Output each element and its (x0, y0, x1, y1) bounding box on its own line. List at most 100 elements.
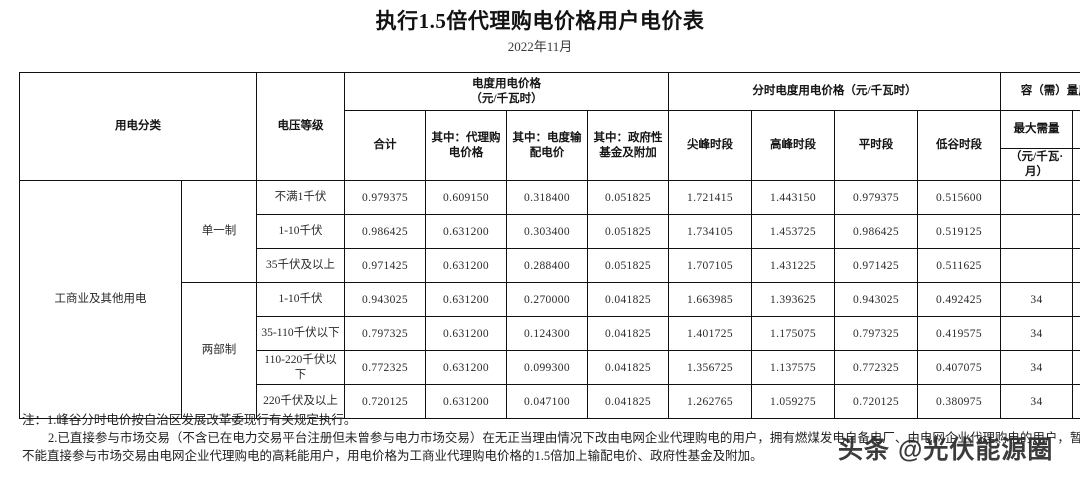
page-subtitle: 2022年11月 (507, 39, 573, 55)
header-sub-agent-purchase: 其中：代理购电价格 (425, 110, 507, 181)
table-row: 35-110千伏以下 0.797325 0.631200 0.124300 0.0418… (20, 316, 1080, 351)
cell-transformer (1072, 248, 1080, 283)
header-sub-transmission: 其中：电度输配电价 (506, 110, 588, 181)
cell-agent: 0.631200 (425, 214, 507, 249)
title-block: 执行1.5倍代理购电价格用户电价表 2022年11月 (0, 0, 1080, 55)
cell-gov-fund: 0.041825 (586, 350, 670, 385)
table-row: 220千伏及以上 0.720125 0.631200 0.047100 0.041825… (20, 384, 1080, 419)
cell-transformer (1072, 180, 1080, 215)
cell-total: 0.986425 (344, 214, 426, 249)
cell-max-demand (1000, 180, 1074, 215)
header-group-capacity-price: 容（需）量用电价格 (1000, 72, 1080, 111)
cell-tou-valley: 0.511625 (917, 248, 1002, 283)
header-cap-transformer-unit: （元/千伏安·月） (1072, 148, 1080, 181)
header-group-tou-price: 分时电度用电价格（元/千瓦时） (668, 72, 1002, 111)
cell-transmission: 0.318400 (506, 180, 588, 215)
header-cap-max-demand-unit: （元/千瓦·月） (1000, 148, 1074, 181)
cell-agent: 0.631200 (425, 350, 507, 385)
cell-tou-sharp: 1.401725 (668, 316, 753, 351)
header-tou-peak: 高峰时段 (751, 110, 836, 181)
header-group-energy-price-line1: 电度用电价格 (472, 78, 541, 91)
cell-tou-flat: 0.797325 (834, 316, 919, 351)
cell-transmission: 0.047100 (506, 384, 588, 419)
cell-tou-valley: 0.515600 (917, 180, 1002, 215)
cell-tou-peak: 1.443150 (751, 180, 836, 215)
note-line-1: 注：1.峰谷分时电价按自治区发展改革委现行有关规定执行。 (22, 413, 357, 427)
cell-tou-peak: 1.175075 (751, 316, 836, 351)
cell-tou-peak: 1.431225 (751, 248, 836, 283)
cell-tou-sharp: 1.707105 (668, 248, 753, 283)
cell-transmission: 0.270000 (506, 282, 588, 317)
cell-voltage-level: 1-10千伏 (256, 214, 345, 249)
cell-gov-fund: 0.041825 (586, 282, 670, 317)
cell-tou-peak: 1.453725 (751, 214, 836, 249)
cell-transmission: 0.288400 (506, 248, 588, 283)
cell-tou-valley: 0.519125 (917, 214, 1002, 249)
cell-transmission: 0.124300 (506, 316, 588, 351)
watermark: 头条 @光伏能源圈 (838, 436, 1054, 464)
cell-transmission: 0.303400 (506, 214, 588, 249)
cell-voltage-level: 220千伏及以上 (256, 384, 345, 419)
note-line-2: 2.已直接参与市场交易（不含已在电力交易平台注册但未曾参与电力市场交易）在无正当… (48, 430, 1080, 445)
cell-tou-valley: 0.407075 (917, 350, 1002, 385)
cell-transformer: 27.5 (1072, 316, 1080, 351)
cell-agent: 0.631200 (425, 316, 507, 351)
cell-max-demand: 34 (1000, 350, 1074, 385)
cell-tou-sharp: 1.721415 (668, 180, 753, 215)
cell-tou-sharp: 1.663985 (668, 282, 753, 317)
cell-total: 0.797325 (344, 316, 426, 351)
header-sub-total: 合计 (344, 110, 426, 181)
cell-total: 0.971425 (344, 248, 426, 283)
cell-voltage-level: 35-110千伏以下 (256, 316, 345, 351)
cell-voltage-level: 不满1千伏 (256, 180, 345, 215)
cell-gov-fund: 0.041825 (586, 384, 670, 419)
cell-transformer: 27.5 (1072, 350, 1080, 385)
price-table: 用电分类 电压等级 电度用电价格 （元/千瓦时） 分时电度用电价格（元/千瓦时）… (19, 72, 1080, 419)
cell-total: 0.772325 (344, 350, 426, 385)
header-tou-sharp: 尖峰时段 (668, 110, 753, 181)
header-tou-flat: 平时段 (834, 110, 919, 181)
cell-voltage-level: 1-10千伏 (256, 282, 345, 317)
cell-tou-flat: 0.772325 (834, 350, 919, 385)
cell-tou-flat: 0.943025 (834, 282, 919, 317)
header-cap-transformer: 变压器容量 (1072, 110, 1080, 149)
cell-gov-fund: 0.041825 (586, 316, 670, 351)
header-sub-gov-fund: 其中：政府性基金及附加 (586, 110, 670, 181)
cell-gov-fund: 0.051825 (586, 180, 670, 215)
header-cap-max-demand: 最大需量 (1000, 110, 1074, 149)
cell-tou-flat: 0.720125 (834, 384, 919, 419)
header-voltage-level: 电压等级 (256, 72, 345, 181)
cell-tou-valley: 0.419575 (917, 316, 1002, 351)
header-row-group: 用电分类 电压等级 电度用电价格 （元/千瓦时） 分时电度用电价格（元/千瓦时）… (19, 72, 1080, 181)
cell-category: 工商业及其他用电 (19, 180, 182, 419)
cell-tou-flat: 0.979375 (834, 180, 919, 215)
cell-max-demand: 34 (1000, 282, 1074, 317)
cell-agent: 0.631200 (425, 384, 507, 419)
price-table-container: 用电分类 电压等级 电度用电价格 （元/千瓦时） 分时电度用电价格（元/千瓦时）… (19, 72, 1080, 419)
table-row: 两部制 1-10千伏 0.943025 0.631200 0.270000 0.04182… (20, 282, 1080, 419)
header-group-energy-price: 电度用电价格 （元/千瓦时） (343, 72, 670, 111)
cell-gov-fund: 0.051825 (586, 248, 670, 283)
cell-tou-flat: 0.971425 (834, 248, 919, 283)
table-header: 用电分类 电压等级 电度用电价格 （元/千瓦时） 分时电度用电价格（元/千瓦时）… (19, 72, 1080, 181)
header-group-energy-price-line2: （元/千瓦时） (470, 92, 543, 105)
cell-pricing-system: 单一制 (181, 180, 257, 283)
cell-voltage-level: 110-220千伏以下 (256, 350, 345, 385)
cell-tou-flat: 0.986425 (834, 214, 919, 249)
cell-tou-valley: 0.380975 (917, 384, 1002, 419)
cell-transmission: 0.099300 (506, 350, 588, 385)
cell-total: 0.979375 (344, 180, 426, 215)
note-line-3: 不能直接参与市场交易由电网企业代理购电的高耗能用户，用电价格为工商业代理购电价格… (22, 448, 763, 463)
cell-gov-fund: 0.051825 (586, 214, 670, 249)
header-row-sub: 合计 其中：代理购电价格 其中：电度输配电价 其中：政府性基金及附加 尖峰时段 … (20, 110, 1080, 181)
cell-max-demand: 34 (1000, 384, 1074, 419)
header-category: 用电分类 (19, 72, 257, 181)
cell-agent: 0.631200 (425, 282, 507, 317)
cell-max-demand (1000, 214, 1074, 249)
cell-max-demand: 34 (1000, 316, 1074, 351)
notes-block: 注：1.峰谷分时电价按自治区发展改革委现行有关规定执行。 2.已直接参与市场交易… (22, 412, 1080, 465)
header-row-units: （元/千瓦·月） （元/千伏安·月） (20, 148, 1080, 181)
cell-agent: 0.631200 (425, 248, 507, 283)
cell-tou-peak: 1.393625 (751, 282, 836, 317)
table-body: 工商业及其他用电 单一制 不满1千伏 0.979375 0.609150 0.318400… (19, 180, 1080, 419)
